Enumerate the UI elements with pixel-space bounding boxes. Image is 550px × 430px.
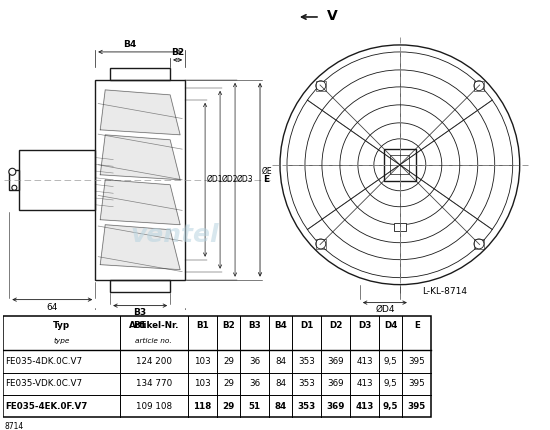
- Text: D1: D1: [300, 321, 313, 330]
- Text: 109 108: 109 108: [136, 402, 172, 411]
- Bar: [474, 239, 484, 249]
- Circle shape: [316, 239, 326, 249]
- Text: L-KL-8714: L-KL-8714: [422, 287, 468, 296]
- Text: E: E: [263, 175, 269, 184]
- Text: FE035-VDK.0C.V7: FE035-VDK.0C.V7: [6, 379, 82, 388]
- Text: 369: 369: [327, 357, 344, 366]
- Text: 124 200: 124 200: [136, 357, 172, 366]
- Text: D3: D3: [358, 321, 371, 330]
- Bar: [390, 155, 409, 175]
- Text: ØD4: ØD4: [375, 304, 394, 313]
- Bar: [3, 316, 431, 417]
- Text: ventel: ventel: [131, 223, 219, 247]
- Bar: [316, 81, 326, 91]
- Text: B2: B2: [222, 321, 235, 330]
- Text: FE035-4EK.0F.V7: FE035-4EK.0F.V7: [6, 402, 88, 411]
- Text: 353: 353: [298, 402, 316, 411]
- Text: 36: 36: [249, 357, 260, 366]
- Text: type: type: [53, 338, 69, 344]
- Bar: [384, 149, 416, 181]
- Text: B1: B1: [134, 321, 147, 329]
- Text: 84: 84: [275, 357, 287, 366]
- Text: 353: 353: [299, 357, 315, 366]
- Text: 64: 64: [47, 303, 58, 312]
- Text: 369: 369: [327, 402, 345, 411]
- Text: 84: 84: [274, 402, 287, 411]
- Text: 36: 36: [249, 379, 260, 388]
- Text: E: E: [414, 321, 420, 330]
- Text: 369: 369: [327, 379, 344, 388]
- Bar: [95, 80, 185, 280]
- Bar: [316, 239, 326, 249]
- Circle shape: [12, 185, 17, 190]
- Text: 29: 29: [222, 402, 234, 411]
- Text: V: V: [327, 9, 338, 23]
- Text: ØE: ØE: [262, 167, 273, 176]
- Circle shape: [9, 168, 16, 175]
- Bar: [9, 170, 19, 190]
- Text: 395: 395: [409, 357, 425, 366]
- Text: 8714: 8714: [4, 422, 24, 430]
- Text: 413: 413: [356, 379, 373, 388]
- Text: 395: 395: [409, 379, 425, 388]
- Text: 9,5: 9,5: [384, 379, 398, 388]
- Text: B4: B4: [274, 321, 287, 330]
- Text: 134 770: 134 770: [136, 379, 172, 388]
- Text: 103: 103: [194, 357, 211, 366]
- Text: D4: D4: [384, 321, 398, 330]
- Text: article no.: article no.: [135, 338, 172, 344]
- Text: ØD2: ØD2: [222, 175, 239, 184]
- Text: ØD3: ØD3: [237, 175, 254, 184]
- Bar: [394, 223, 406, 231]
- Bar: [474, 81, 484, 91]
- Text: 51: 51: [249, 402, 261, 411]
- Bar: [19, 150, 95, 210]
- Text: B2: B2: [171, 48, 184, 57]
- Text: 413: 413: [356, 357, 373, 366]
- Text: 413: 413: [355, 402, 374, 411]
- Text: 9,5: 9,5: [383, 402, 398, 411]
- Polygon shape: [100, 225, 180, 270]
- Text: 353: 353: [299, 379, 315, 388]
- Polygon shape: [100, 180, 180, 225]
- Text: B1: B1: [196, 321, 208, 330]
- Text: FE035-4DK.0C.V7: FE035-4DK.0C.V7: [6, 357, 82, 366]
- Circle shape: [316, 81, 326, 91]
- Text: ØD1: ØD1: [207, 175, 224, 184]
- Text: Artikel-Nr.: Artikel-Nr.: [129, 321, 179, 330]
- Text: 395: 395: [408, 402, 426, 411]
- Polygon shape: [100, 90, 180, 135]
- Circle shape: [474, 81, 484, 91]
- Text: 9,5: 9,5: [384, 357, 398, 366]
- Polygon shape: [100, 135, 180, 180]
- Bar: [110, 280, 170, 292]
- Circle shape: [474, 239, 484, 249]
- Text: D2: D2: [329, 321, 343, 330]
- Text: 118: 118: [193, 402, 211, 411]
- Text: B3: B3: [248, 321, 261, 330]
- Text: 29: 29: [223, 379, 234, 388]
- Text: 29: 29: [223, 357, 234, 366]
- Text: B3: B3: [134, 307, 147, 316]
- Text: 84: 84: [275, 379, 287, 388]
- Text: Typ: Typ: [53, 321, 70, 330]
- Text: 103: 103: [194, 379, 211, 388]
- Bar: [110, 68, 170, 80]
- Text: B4: B4: [124, 40, 137, 49]
